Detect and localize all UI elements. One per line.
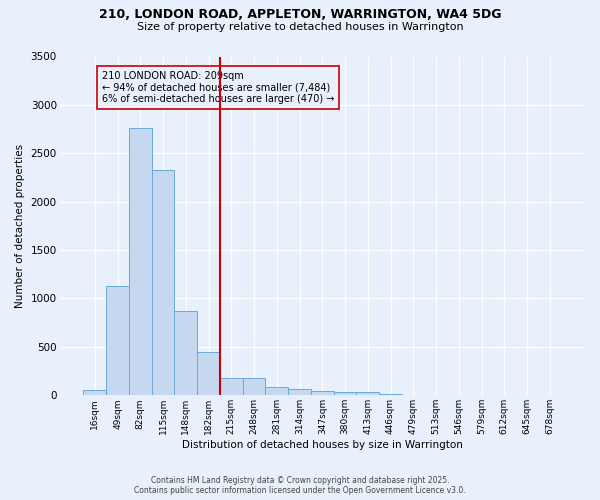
Bar [356,392,379,396]
Bar [242,378,265,396]
Bar [106,286,129,396]
Bar [311,391,334,396]
Bar [288,389,311,396]
Bar [152,170,175,396]
Text: Size of property relative to detached houses in Warrington: Size of property relative to detached ho… [137,22,463,32]
Bar [220,378,242,396]
Text: 210 LONDON ROAD: 209sqm
← 94% of detached houses are smaller (7,484)
6% of semi-: 210 LONDON ROAD: 209sqm ← 94% of detache… [101,71,334,104]
Bar [129,128,152,396]
Bar [197,352,220,396]
Text: Contains HM Land Registry data © Crown copyright and database right 2025.
Contai: Contains HM Land Registry data © Crown c… [134,476,466,495]
Text: 210, LONDON ROAD, APPLETON, WARRINGTON, WA4 5DG: 210, LONDON ROAD, APPLETON, WARRINGTON, … [99,8,501,20]
Bar [175,311,197,396]
Bar [83,390,106,396]
Y-axis label: Number of detached properties: Number of detached properties [15,144,25,308]
Bar [379,394,402,396]
Bar [334,392,356,396]
X-axis label: Distribution of detached houses by size in Warrington: Distribution of detached houses by size … [182,440,463,450]
Bar [265,386,288,396]
